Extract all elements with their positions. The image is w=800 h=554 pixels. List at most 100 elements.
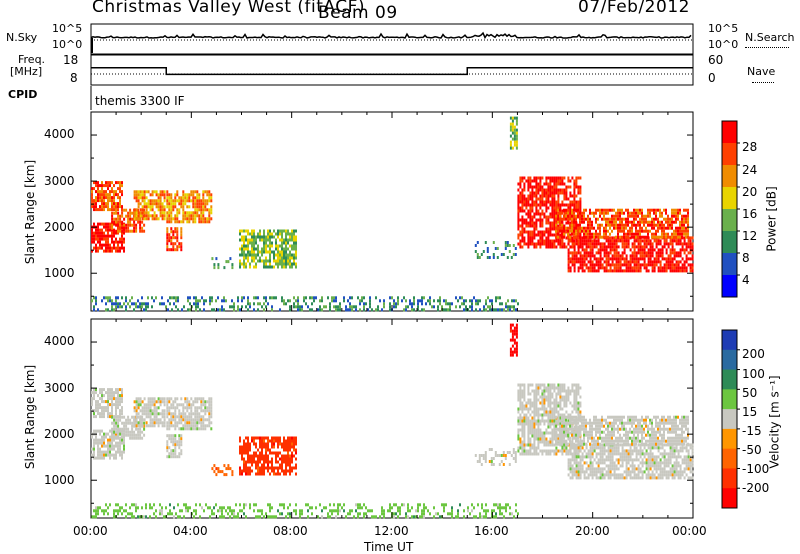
echo-cell xyxy=(675,260,678,264)
echo-cell xyxy=(577,242,580,246)
echo-cell xyxy=(123,509,125,513)
echo-cell xyxy=(539,185,542,189)
echo-cell xyxy=(525,443,528,447)
echo-cell xyxy=(555,452,558,456)
echo-cell xyxy=(681,232,683,236)
echo-cell xyxy=(137,430,140,434)
echo-cell xyxy=(633,254,636,258)
echo-cell xyxy=(677,214,679,218)
echo-cell xyxy=(103,409,105,413)
echo-cell xyxy=(168,220,171,224)
echo-cell xyxy=(571,229,573,233)
echo-cell xyxy=(91,409,93,413)
echo-cell xyxy=(615,239,618,243)
echo-cell xyxy=(557,413,560,417)
echo-cell xyxy=(166,242,169,246)
echo-cell xyxy=(579,214,581,218)
echo-cell xyxy=(133,208,136,212)
echo-cell xyxy=(233,512,235,516)
echo-cell xyxy=(639,254,642,258)
echo-cell xyxy=(517,197,520,201)
echo-cell xyxy=(190,190,193,194)
echo-cell xyxy=(363,296,365,300)
echo-cell xyxy=(537,419,540,423)
echo-cell xyxy=(443,299,445,303)
echo-cell xyxy=(208,193,211,197)
echo-cell xyxy=(135,506,137,510)
echo-cell xyxy=(131,223,134,227)
echo-cell xyxy=(559,242,562,246)
freq-tick-bottom: 8 xyxy=(70,71,78,85)
echo-cell xyxy=(166,236,169,240)
echo-cell xyxy=(577,223,579,227)
echo-cell xyxy=(583,251,586,255)
echo-cell xyxy=(541,392,544,396)
echo-cell xyxy=(615,263,618,267)
echo-cell xyxy=(581,269,584,273)
echo-cell xyxy=(441,305,443,309)
echo-cell xyxy=(186,403,189,407)
echo-cell xyxy=(609,269,612,273)
echo-cell xyxy=(635,223,637,227)
echo-cell xyxy=(289,512,291,516)
echo-cell xyxy=(182,409,185,413)
echo-cell xyxy=(537,209,540,213)
echo-cell xyxy=(295,241,297,245)
echo-cell xyxy=(517,392,520,396)
echo-cell xyxy=(178,211,181,215)
echo-cell xyxy=(101,391,103,395)
echo-cell xyxy=(521,200,524,204)
echo-cell xyxy=(259,436,261,440)
echo-cell xyxy=(192,193,195,197)
echo-cell xyxy=(209,506,211,510)
echo-cell xyxy=(229,515,231,519)
echo-cell xyxy=(161,214,164,218)
echo-cell xyxy=(105,400,107,404)
echo-cell xyxy=(541,437,544,441)
echo-cell xyxy=(547,410,550,414)
echo-cell xyxy=(155,296,157,300)
echo-cell xyxy=(647,232,649,236)
echo-cell xyxy=(543,434,546,438)
echo-cell xyxy=(541,233,544,237)
echo-cell xyxy=(190,397,193,401)
echo-cell xyxy=(141,515,143,519)
echo-cell xyxy=(127,433,130,437)
echo-cell xyxy=(133,226,136,230)
echo-cell xyxy=(181,509,183,513)
echo-cell xyxy=(287,512,289,516)
echo-cell xyxy=(639,229,641,233)
echo-cell xyxy=(615,211,617,215)
echo-cell xyxy=(483,305,485,309)
echo-cell xyxy=(111,403,113,407)
echo-cell xyxy=(285,229,287,233)
echo-cell xyxy=(170,434,173,438)
echo-cell xyxy=(549,191,552,195)
echo-cell xyxy=(180,397,183,401)
echo-cell xyxy=(625,208,627,212)
echo-cell xyxy=(117,394,119,398)
echo-cell xyxy=(555,437,558,441)
echo-cell xyxy=(249,238,251,242)
echo-cell xyxy=(176,406,179,410)
echo-cell xyxy=(259,454,261,458)
echo-cell xyxy=(117,231,119,235)
echo-cell xyxy=(625,217,627,221)
echo-cell xyxy=(545,194,548,198)
echo-cell xyxy=(293,244,295,248)
nave-tick-bottom: 0 xyxy=(708,71,716,85)
echo-cell xyxy=(506,241,509,244)
echo-cell xyxy=(543,188,546,192)
echo-cell xyxy=(619,208,621,212)
echo-cell xyxy=(289,436,291,440)
echo-cell xyxy=(525,218,528,222)
echo-cell xyxy=(93,208,95,212)
echo-cell xyxy=(555,208,557,212)
echo-cell xyxy=(359,308,361,312)
echo-cell xyxy=(103,199,105,203)
echo-cell xyxy=(535,383,538,387)
echo-cell xyxy=(585,208,587,212)
echo-cell xyxy=(467,308,469,312)
echo-cell xyxy=(166,397,169,401)
echo-cell xyxy=(581,217,583,221)
